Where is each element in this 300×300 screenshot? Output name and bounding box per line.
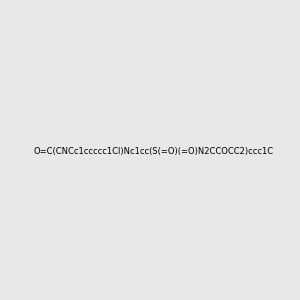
Text: O=C(CNCc1ccccc1Cl)Nc1cc(S(=O)(=O)N2CCOCC2)ccc1C: O=C(CNCc1ccccc1Cl)Nc1cc(S(=O)(=O)N2CCOCC… (34, 147, 274, 156)
